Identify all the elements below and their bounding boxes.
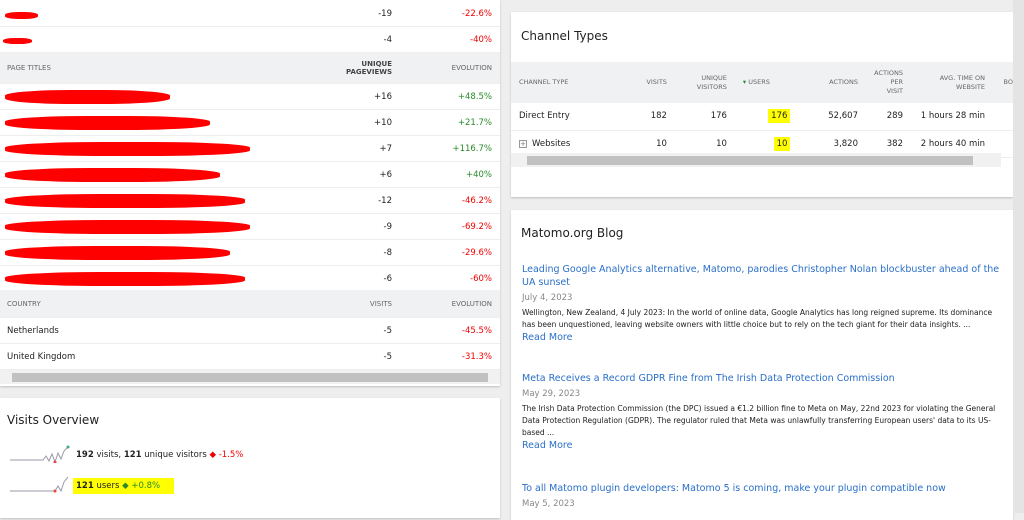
col-avg-time[interactable]: Avg. Time on Website xyxy=(911,62,993,103)
page-titles-header: Page Titles Unique Pageviews Evolution xyxy=(0,53,500,84)
arrow-down-icon: ◆ xyxy=(209,450,217,460)
matomo-blog-card: Matomo.org Blog Leading Google Analytics… xyxy=(511,210,1013,520)
channel-types-table: Channel Type Visits Unique Visitors ▾ Users… xyxy=(511,62,1013,158)
blog-post: To all Matomo plugin developers: Matomo … xyxy=(522,482,1002,509)
table-row[interactable]: +7 +116.7% xyxy=(0,136,500,162)
table-row[interactable]: -8 -29.6% xyxy=(0,240,500,266)
blog-post: Meta Receives a Record GDPR Fine from Th… xyxy=(522,372,1002,452)
table-row[interactable]: -19 -22.6% xyxy=(0,1,500,27)
page-scrollbar[interactable] xyxy=(1013,0,1024,513)
post-link[interactable]: To all Matomo plugin developers: Matomo … xyxy=(522,483,946,494)
col-actions[interactable]: Actions xyxy=(798,62,866,103)
read-more-link[interactable]: Read More xyxy=(522,440,573,451)
redaction xyxy=(5,220,250,234)
table-row[interactable]: -6 -60% xyxy=(0,266,500,292)
redaction xyxy=(5,12,38,19)
country-header: Country Visits Evolution xyxy=(0,290,500,318)
table-row[interactable]: -4 -40% xyxy=(0,27,500,53)
post-link[interactable]: Meta Receives a Record GDPR Fine from Th… xyxy=(522,373,895,384)
redaction xyxy=(5,90,170,104)
read-more-link[interactable]: Read More xyxy=(522,332,573,343)
card-title: Matomo.org Blog xyxy=(521,226,624,240)
redaction xyxy=(5,116,210,130)
expand-plus-icon[interactable]: + xyxy=(519,139,527,148)
redaction xyxy=(5,142,250,156)
visits-summary: 192 visits, 121 unique visitors ◆ -1.5% xyxy=(76,450,244,460)
redaction xyxy=(5,272,245,286)
users-summary: 121 users ◆ +0.8% xyxy=(73,478,175,494)
table-row[interactable]: United Kingdom -5 -31.3% xyxy=(0,344,500,370)
sparkline-users[interactable] xyxy=(10,476,72,494)
col-channel-type[interactable]: Channel Type xyxy=(511,62,621,103)
horizontal-scrollbar[interactable] xyxy=(0,370,500,384)
scrollbar-thumb[interactable] xyxy=(527,156,973,165)
post-link[interactable]: Leading Google Analytics alternative, Ma… xyxy=(522,264,1000,288)
report-table-card: -19 -22.6% -4 -40% Page Titles Unique Pagev… xyxy=(0,0,500,386)
visits-overview-card: Visits Overview 192 visits, 121 unique v… xyxy=(0,398,500,518)
sparkline-visits[interactable] xyxy=(10,445,72,463)
sort-desc-icon: ▾ xyxy=(742,78,747,86)
scrollbar-thumb[interactable] xyxy=(12,373,488,382)
table-row[interactable]: +6 +40% xyxy=(0,162,500,188)
table-row[interactable]: + Websites 10 10 10 3,820 382 2 hours 40 min xyxy=(511,130,1013,158)
arrow-up-icon: ◆ xyxy=(122,481,129,491)
redaction xyxy=(5,246,230,260)
col-visits[interactable]: Visits xyxy=(621,62,675,103)
table-row[interactable]: Direct Entry 182 176 176 52,607 289 1 hours 28… xyxy=(511,103,1013,131)
col-users[interactable]: ▾ Users xyxy=(734,62,799,103)
table-row[interactable]: -9 -69.2% xyxy=(0,214,500,240)
col-actions-per-visit[interactable]: Actions per Visit xyxy=(866,62,911,103)
redaction xyxy=(5,168,220,182)
col-unique-visitors[interactable]: Unique Visitors xyxy=(674,62,735,103)
card-title: Visits Overview xyxy=(7,413,100,427)
table-row[interactable]: +16 +48.5% xyxy=(0,84,500,110)
blog-post: Leading Google Analytics alternative, Ma… xyxy=(522,263,1002,344)
channel-types-card: Channel Types Channel Type Visits Unique V… xyxy=(511,12,1013,197)
table-row[interactable]: Netherlands -5 -45.5% xyxy=(0,318,500,344)
redaction xyxy=(3,38,32,44)
redaction xyxy=(5,194,245,208)
card-title: Channel Types xyxy=(521,29,608,43)
table-row[interactable]: +10 +21.7% xyxy=(0,110,500,136)
horizontal-scrollbar[interactable] xyxy=(511,153,1001,167)
table-row[interactable]: -12 -46.2% xyxy=(0,188,500,214)
col-bounce[interactable]: Bo xyxy=(993,62,1013,103)
